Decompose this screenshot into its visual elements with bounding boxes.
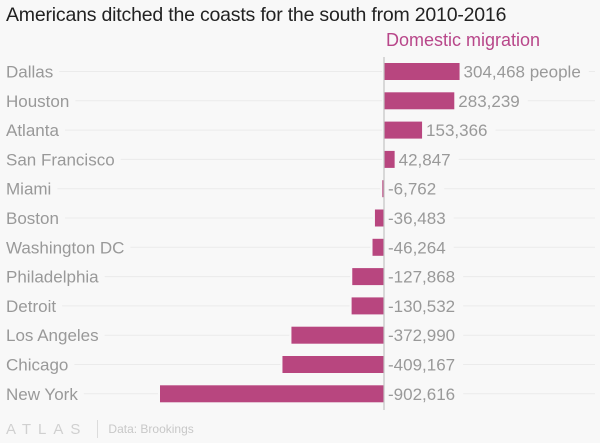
bar <box>374 209 384 227</box>
category-label: Dallas <box>6 63 53 82</box>
footer-divider <box>97 420 99 438</box>
data-source: Data: Brookings <box>108 422 194 436</box>
value-label: -902,616 <box>388 385 455 404</box>
bar <box>384 150 395 168</box>
category-label: Houston <box>6 92 69 111</box>
category-label: Philadelphia <box>6 268 99 287</box>
value-label: -6,762 <box>388 180 436 199</box>
gridlines <box>57 71 595 395</box>
bar <box>351 297 384 315</box>
value-label: 42,847 <box>399 150 451 169</box>
category-label: Atlanta <box>6 121 59 140</box>
value-label: -127,868 <box>388 268 455 287</box>
category-label: Los Angeles <box>6 326 99 345</box>
category-label: San Francisco <box>6 150 115 169</box>
chart-title: Americans ditched the coasts for the sou… <box>6 4 507 26</box>
value-label: -46,264 <box>388 238 446 257</box>
category-label: Detroit <box>6 297 56 316</box>
value-label: -130,532 <box>388 297 455 316</box>
bar <box>352 268 384 286</box>
category-label: New York <box>6 385 78 404</box>
bars <box>160 63 460 403</box>
bar <box>382 180 384 198</box>
category-label: Miami <box>6 180 51 199</box>
bar <box>160 385 384 403</box>
bar <box>291 326 384 344</box>
bar <box>384 63 460 80</box>
bar <box>282 356 384 373</box>
value-label: 153,366 <box>426 121 487 140</box>
value-label: -36,483 <box>388 209 446 228</box>
labels: Dallas 304,468 people Houston 283,239 Atlant… <box>6 63 581 404</box>
value-label: -372,990 <box>388 326 455 345</box>
bar <box>384 121 423 139</box>
bar <box>384 92 455 110</box>
category-label: Chicago <box>6 356 68 375</box>
footer: ATLAS Data: Brookings <box>6 420 194 438</box>
category-label: Boston <box>6 209 59 228</box>
series-label: Domestic migration <box>386 30 541 50</box>
atlas-logo: ATLAS <box>6 420 88 438</box>
bar <box>372 238 384 256</box>
value-label: -409,167 <box>388 356 455 375</box>
value-label: 283,239 <box>458 92 519 111</box>
value-label: 304,468 people <box>464 63 581 82</box>
category-label: Washington DC <box>6 238 124 257</box>
